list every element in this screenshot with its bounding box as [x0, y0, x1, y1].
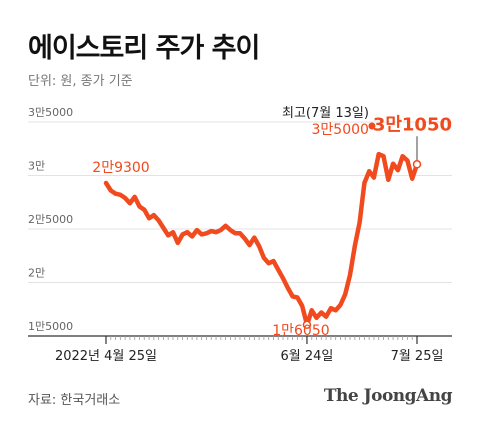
x-tick-label: 6월 24일: [281, 349, 334, 364]
chart-title: 에이스토리 주가 추이: [28, 33, 260, 64]
start-price-label: 2만9300: [92, 160, 149, 176]
series-line: [103, 151, 420, 328]
last-point-marker: [412, 160, 422, 169]
last-price-label: 3만1050: [373, 114, 452, 135]
low-price-label: 1만6050: [272, 323, 329, 339]
peak-caption: 최고(7월 13일): [282, 106, 369, 121]
annotations: 2만9300 1만6050 최고(7월 13일)3만5000 3만1050: [92, 106, 452, 339]
peak-point-marker: [368, 122, 376, 130]
low-point-marker: [302, 320, 312, 330]
grid-lines: [28, 121, 452, 283]
y-axis-ticks: 3만5000 3만 2만5000 2만 1만5000: [28, 106, 73, 333]
x-tick-label: 2022년 4월 25일: [55, 349, 157, 364]
brand-logo: The JoongAng: [323, 386, 453, 406]
y-tick-label: 2만: [28, 267, 45, 280]
price-series: [103, 151, 420, 328]
y-tick-label: 3만5000: [28, 106, 73, 119]
x-axis: 2022년 4월 25일 6월 24일 7월 25일: [28, 335, 452, 364]
unit-note: 단위: 원, 종가 기준: [28, 74, 133, 89]
peak-price-label: 3만5000: [312, 122, 369, 138]
source-note: 자료: 한국거래소: [28, 393, 121, 408]
x-tick-label: 7월 25일: [391, 349, 444, 364]
y-tick-label: 1만5000: [28, 320, 73, 333]
y-tick-label: 2만5000: [28, 213, 73, 226]
y-tick-label: 3만: [28, 160, 45, 173]
